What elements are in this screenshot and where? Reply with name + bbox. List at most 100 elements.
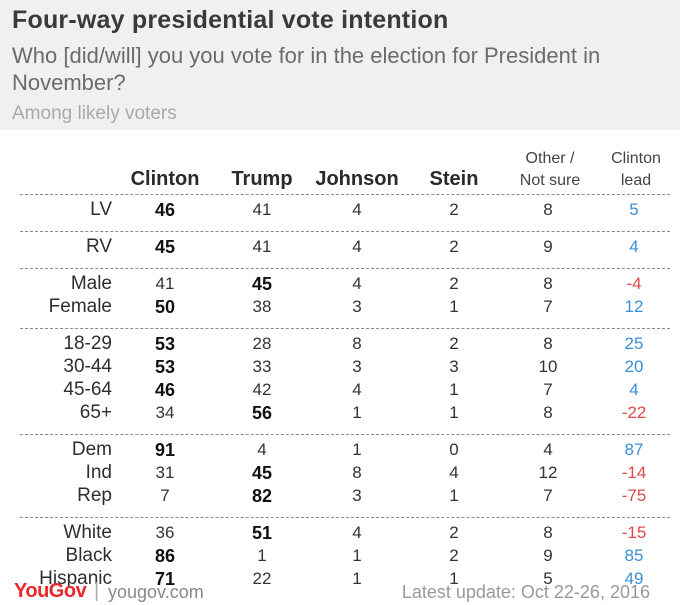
cell-trump: 41 bbox=[252, 237, 272, 256]
col-header-lead-line1: Clinton bbox=[611, 150, 661, 167]
cell-stein: 2 bbox=[449, 334, 459, 353]
cell-clinton: 91 bbox=[154, 440, 176, 460]
cell-lead: 20 bbox=[624, 357, 644, 376]
cell-clinton: 53 bbox=[154, 334, 176, 354]
col-header-other-line1: Other / bbox=[525, 150, 575, 167]
cell-lead: -75 bbox=[621, 486, 647, 505]
cell-clinton: 41 bbox=[155, 274, 175, 293]
row-label: Dem bbox=[71, 439, 112, 460]
cell-stein: 2 bbox=[449, 237, 459, 256]
cell-johnson: 4 bbox=[352, 200, 362, 219]
row-label: 30-44 bbox=[63, 356, 112, 377]
col-header-other: Other / Not sure bbox=[500, 148, 600, 192]
cell-other: 9 bbox=[543, 237, 553, 256]
cell-other: 7 bbox=[543, 297, 553, 316]
cell-stein: 1 bbox=[449, 486, 459, 505]
cell-johnson: 4 bbox=[352, 237, 362, 256]
cell-stein: 1 bbox=[449, 569, 459, 588]
cell-trump: 51 bbox=[251, 523, 273, 543]
cell-trump: 1 bbox=[257, 546, 267, 565]
cell-trump: 45 bbox=[251, 463, 273, 483]
cell-johnson: 4 bbox=[352, 523, 362, 542]
cell-trump: 38 bbox=[252, 297, 272, 316]
cell-lead: 5 bbox=[629, 200, 639, 219]
cell-lead: 4 bbox=[629, 380, 639, 399]
row-label: Male bbox=[70, 273, 112, 294]
cell-johnson: 3 bbox=[352, 357, 362, 376]
col-header-johnson: Johnson bbox=[315, 168, 399, 190]
cell-trump: 41 bbox=[252, 200, 272, 219]
cell-lead: 12 bbox=[624, 297, 644, 316]
cell-lead: -4 bbox=[626, 274, 642, 293]
row-label: 45-64 bbox=[63, 379, 112, 400]
col-header-lead: Clinton lead bbox=[586, 148, 680, 192]
row-label: Hispanic bbox=[39, 568, 112, 589]
cell-johnson: 8 bbox=[352, 463, 362, 482]
cell-clinton: 36 bbox=[155, 523, 175, 542]
cell-trump: 82 bbox=[251, 486, 273, 506]
row-label: Female bbox=[48, 296, 112, 317]
cell-stein: 4 bbox=[449, 463, 459, 482]
cell-lead: 85 bbox=[624, 546, 644, 565]
cell-stein: 1 bbox=[449, 380, 459, 399]
cell-clinton: 50 bbox=[154, 297, 176, 317]
row-label: Black bbox=[65, 545, 112, 566]
cell-johnson: 3 bbox=[352, 486, 362, 505]
cell-lead: -22 bbox=[621, 403, 647, 422]
cell-trump: 28 bbox=[252, 334, 272, 353]
cell-stein: 2 bbox=[449, 274, 459, 293]
cell-trump: 33 bbox=[252, 357, 272, 376]
cell-stein: 3 bbox=[449, 357, 459, 376]
cell-clinton: 46 bbox=[154, 380, 176, 400]
cell-stein: 1 bbox=[449, 297, 459, 316]
group-separator bbox=[20, 194, 670, 195]
row-label: Ind bbox=[85, 462, 112, 483]
cell-clinton: 71 bbox=[154, 569, 176, 589]
cell-trump: 45 bbox=[251, 274, 273, 294]
row-label: White bbox=[63, 522, 112, 543]
cell-clinton: 45 bbox=[154, 237, 176, 257]
col-header-trump: Trump bbox=[231, 168, 293, 190]
cell-clinton: 86 bbox=[154, 546, 176, 566]
results-table: Clinton Trump Johnson Stein Other / Not … bbox=[0, 130, 680, 589]
cell-clinton: 7 bbox=[160, 486, 170, 505]
cell-lead: 49 bbox=[624, 569, 644, 588]
cell-stein: 2 bbox=[449, 523, 459, 542]
cell-lead: -14 bbox=[621, 463, 647, 482]
cell-other: 10 bbox=[538, 357, 558, 376]
col-header-other-line2: Not sure bbox=[519, 172, 581, 189]
col-header-clinton: Clinton bbox=[130, 168, 200, 190]
cell-other: 8 bbox=[543, 274, 553, 293]
cell-other: 8 bbox=[543, 200, 553, 219]
col-header-lead-line2: lead bbox=[620, 172, 652, 189]
cell-other: 9 bbox=[543, 546, 553, 565]
col-header-stein: Stein bbox=[429, 168, 479, 190]
cell-trump: 4 bbox=[257, 440, 267, 459]
chart-subtitle: Who [did/will] you you vote for in the e… bbox=[12, 43, 601, 95]
cell-stein: 1 bbox=[449, 403, 459, 422]
yougov-logo: YouGov bbox=[14, 580, 87, 602]
footer-site: yougov.com bbox=[108, 582, 204, 602]
cell-stein: 0 bbox=[449, 440, 459, 459]
cell-clinton: 53 bbox=[154, 357, 176, 377]
row-label: 18-29 bbox=[63, 333, 112, 354]
group-separator bbox=[20, 231, 670, 232]
header: Four-way presidential vote intention Who… bbox=[0, 0, 680, 130]
cell-other: 7 bbox=[543, 380, 553, 399]
cell-johnson: 3 bbox=[352, 297, 362, 316]
cell-trump: 42 bbox=[252, 380, 272, 399]
cell-johnson: 4 bbox=[352, 380, 362, 399]
cell-johnson: 1 bbox=[352, 546, 362, 565]
cell-clinton: 46 bbox=[154, 200, 176, 220]
cell-trump: 22 bbox=[252, 569, 272, 588]
cell-johnson: 8 bbox=[352, 334, 362, 353]
chart-note: Among likely voters bbox=[12, 103, 177, 124]
cell-other: 8 bbox=[543, 334, 553, 353]
cell-johnson: 1 bbox=[352, 440, 362, 459]
cell-johnson: 1 bbox=[352, 403, 362, 422]
cell-other: 8 bbox=[543, 403, 553, 422]
footer: YouGov | yougov.com Latest update: Oct 2… bbox=[0, 578, 680, 605]
chart-title: Four-way presidential vote intention bbox=[12, 6, 449, 34]
cell-stein: 2 bbox=[449, 200, 459, 219]
cell-clinton: 31 bbox=[155, 463, 175, 482]
